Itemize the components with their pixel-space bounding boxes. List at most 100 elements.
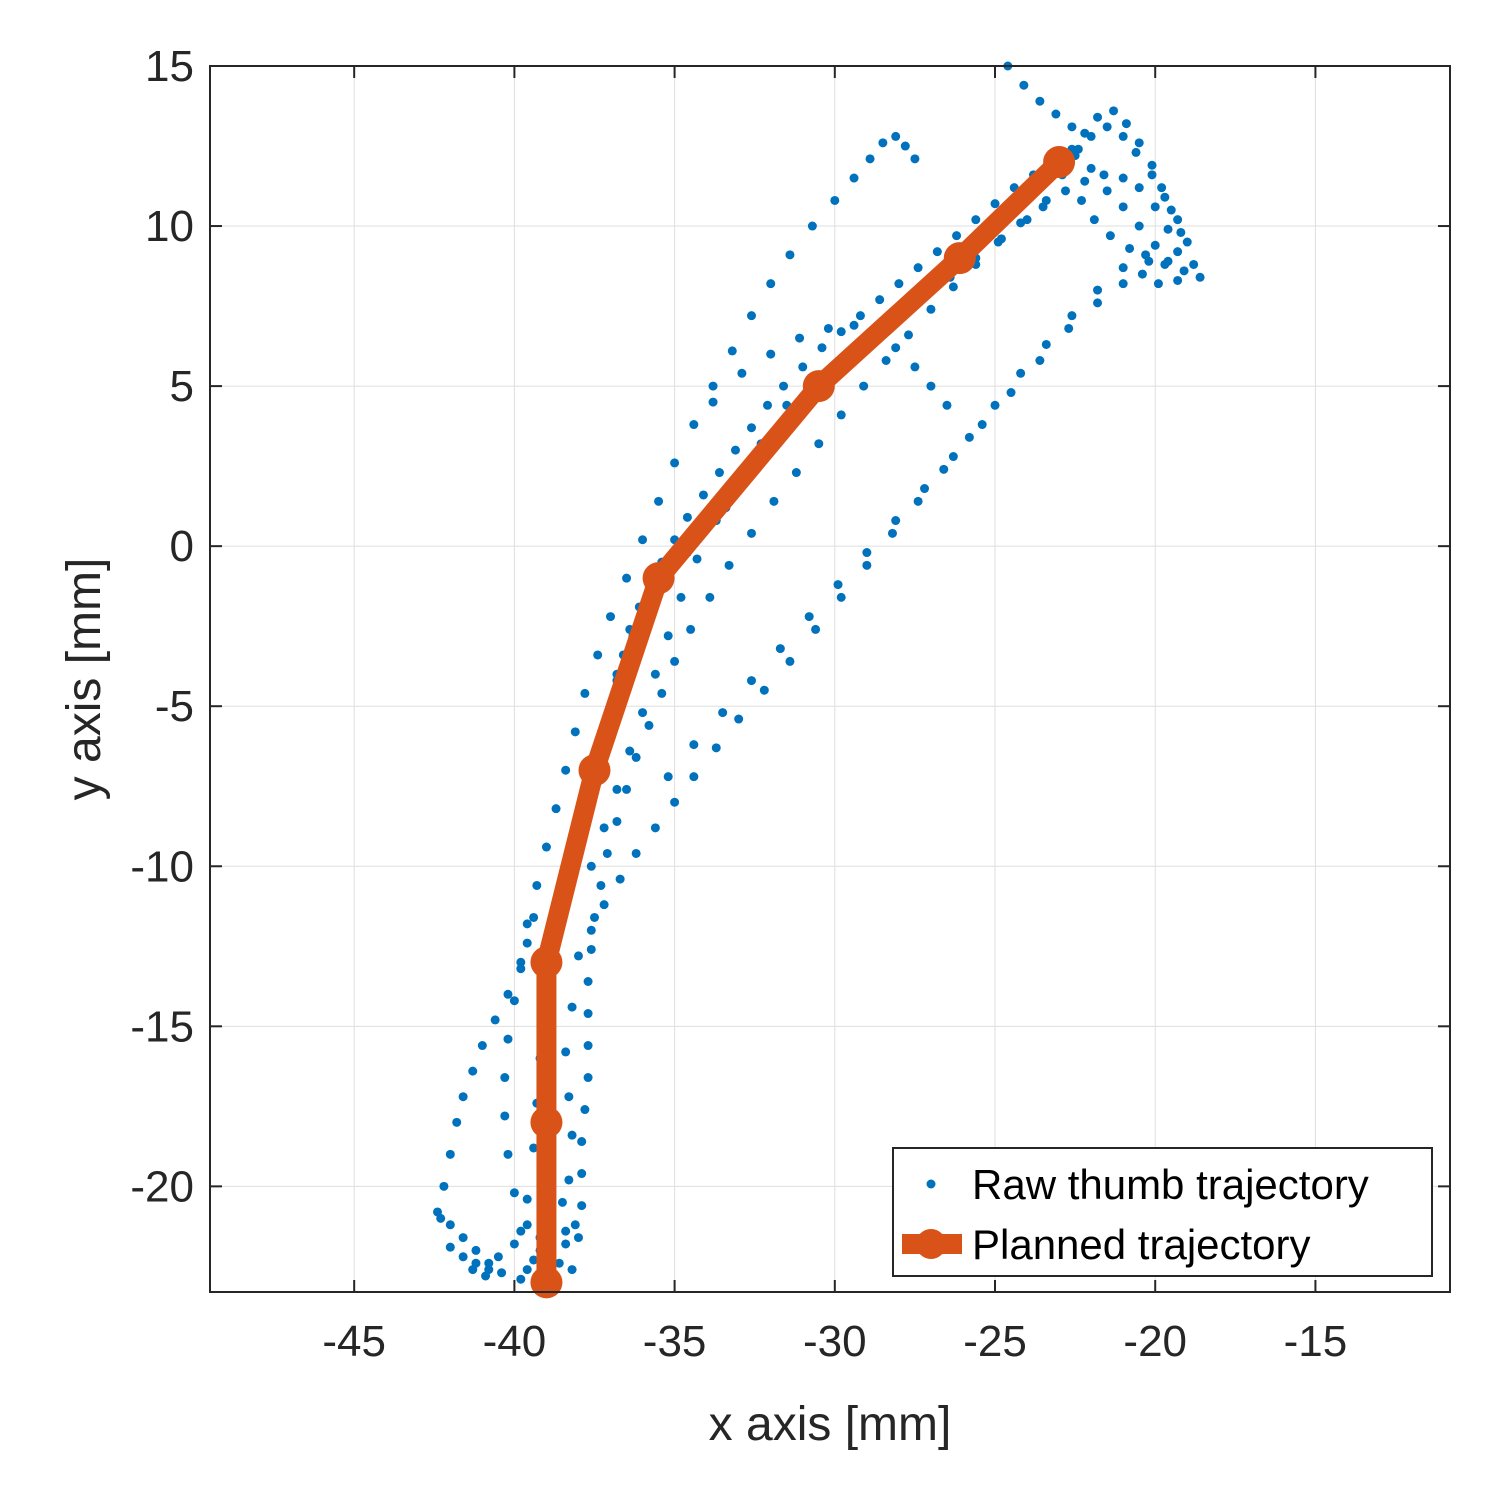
raw-trajectory-point xyxy=(737,368,747,378)
raw-trajectory-point xyxy=(458,1092,468,1102)
raw-trajectory-point xyxy=(1080,176,1090,186)
plot-area xyxy=(210,66,1450,1292)
x-tick-labels: -45 -40 -35 -30 -25 -20 -15 xyxy=(322,1317,1347,1366)
raw-trajectory-point xyxy=(977,420,987,430)
raw-trajectory-point xyxy=(692,554,702,564)
x-tick-label: -25 xyxy=(963,1317,1027,1366)
y-tick-label: -10 xyxy=(130,842,194,891)
raw-trajectory-point xyxy=(779,381,789,391)
raw-trajectory-point xyxy=(952,231,962,241)
raw-trajectory-point xyxy=(663,772,673,782)
raw-trajectory-point xyxy=(1041,195,1051,205)
raw-trajectory-point xyxy=(948,282,958,292)
raw-trajectory-point xyxy=(583,1041,593,1051)
raw-trajectory-point xyxy=(785,250,795,260)
raw-trajectory-point xyxy=(708,397,718,407)
raw-trajectory-point xyxy=(445,1220,455,1230)
raw-trajectory-point xyxy=(836,592,846,602)
raw-trajectory-point xyxy=(580,688,590,698)
raw-trajectory-point xyxy=(468,1265,478,1275)
raw-trajectory-point xyxy=(570,1220,580,1230)
raw-trajectory-point xyxy=(1134,183,1144,193)
raw-trajectory-point xyxy=(1118,173,1128,183)
raw-trajectory-point xyxy=(500,1111,510,1121)
raw-trajectory-point xyxy=(920,484,930,494)
raw-trajectory-point xyxy=(730,445,740,455)
raw-trajectory-point xyxy=(596,880,606,890)
raw-trajectory-point xyxy=(638,708,648,718)
raw-trajectory-point xyxy=(554,1258,564,1268)
raw-trajectory-point xyxy=(532,880,542,890)
raw-trajectory-point xyxy=(1134,221,1144,231)
raw-trajectory-point xyxy=(900,141,910,151)
raw-trajectory-point xyxy=(477,1041,487,1051)
raw-trajectory-point xyxy=(564,1092,574,1102)
raw-trajectory-point xyxy=(516,964,526,974)
raw-trajectory-point xyxy=(622,573,632,583)
raw-trajectory-point xyxy=(855,311,865,321)
raw-trajectory-point xyxy=(663,631,673,641)
raw-trajectory-point xyxy=(746,423,756,433)
raw-trajectory-point xyxy=(714,468,724,478)
raw-trajectory-point xyxy=(817,343,827,353)
y-tick-labels: -20 -15 -10 -5 0 5 10 15 xyxy=(130,42,194,1211)
raw-trajectory-point xyxy=(746,676,756,686)
x-axis-label: x axis [mm] xyxy=(709,1398,952,1451)
raw-trajectory-point xyxy=(881,355,891,365)
raw-trajectory-point xyxy=(1163,224,1173,234)
planned-trajectory-marker xyxy=(530,1106,563,1139)
raw-trajectory-point xyxy=(522,1194,532,1204)
raw-trajectory-point xyxy=(727,346,737,356)
raw-trajectory-point xyxy=(689,740,699,750)
raw-trajectory-point xyxy=(1077,195,1087,205)
raw-trajectory-point xyxy=(836,327,846,337)
raw-trajectory-point xyxy=(458,1252,468,1262)
raw-trajectory-point xyxy=(711,743,721,753)
raw-trajectory-point xyxy=(436,1213,446,1223)
raw-trajectory-point xyxy=(1105,231,1115,241)
raw-trajectory-point xyxy=(1163,256,1173,266)
raw-trajectory-point xyxy=(1061,186,1071,196)
y-tick-label: -20 xyxy=(130,1162,194,1211)
raw-trajectory-point xyxy=(1073,144,1083,154)
raw-trajectory-point xyxy=(452,1117,462,1127)
raw-trajectory-point xyxy=(509,1188,519,1198)
raw-trajectory-point xyxy=(557,1197,567,1207)
raw-trajectory-point xyxy=(1080,128,1090,138)
raw-trajectory-point xyxy=(509,996,519,1006)
raw-trajectory-point xyxy=(1006,388,1016,398)
raw-trajectory-point xyxy=(577,1201,587,1211)
raw-trajectory-point xyxy=(522,1265,532,1275)
raw-trajectory-point xyxy=(904,330,914,340)
raw-trajectory-point xyxy=(849,173,859,183)
raw-trajectory-point xyxy=(1137,269,1147,279)
raw-trajectory-point xyxy=(775,644,785,654)
raw-trajectory-point xyxy=(1160,192,1170,202)
raw-trajectory-point xyxy=(891,131,901,141)
raw-trajectory-point xyxy=(650,669,660,679)
planned-trajectory-marker xyxy=(578,754,611,787)
raw-trajectory-point xyxy=(1150,240,1160,250)
raw-trajectory-point xyxy=(926,304,936,314)
raw-trajectory-point xyxy=(766,349,776,359)
raw-trajectory-point xyxy=(939,464,949,474)
raw-trajectory-point xyxy=(1093,112,1103,122)
raw-trajectory-point xyxy=(1173,215,1183,225)
raw-trajectory-point xyxy=(606,612,616,622)
raw-trajectory-point xyxy=(586,925,596,935)
x-tick-label: -30 xyxy=(803,1317,867,1366)
raw-trajectory-point xyxy=(503,1149,513,1159)
raw-trajectory-point xyxy=(644,720,654,730)
raw-trajectory-point xyxy=(573,1233,583,1243)
raw-trajectory-point xyxy=(807,221,817,231)
raw-trajectory-point xyxy=(516,1226,526,1236)
legend-planned-label: Planned trajectory xyxy=(972,1221,1311,1268)
raw-trajectory-point xyxy=(734,714,744,724)
raw-trajectory-point xyxy=(891,516,901,526)
raw-trajectory-point xyxy=(564,1175,574,1185)
legend-box xyxy=(892,1147,1433,1277)
raw-trajectory-point xyxy=(811,624,821,634)
raw-trajectory-point xyxy=(561,1047,571,1057)
legend: Raw thumb trajectory Planned trajectory xyxy=(892,1147,1433,1277)
raw-trajectory-point xyxy=(670,797,680,807)
